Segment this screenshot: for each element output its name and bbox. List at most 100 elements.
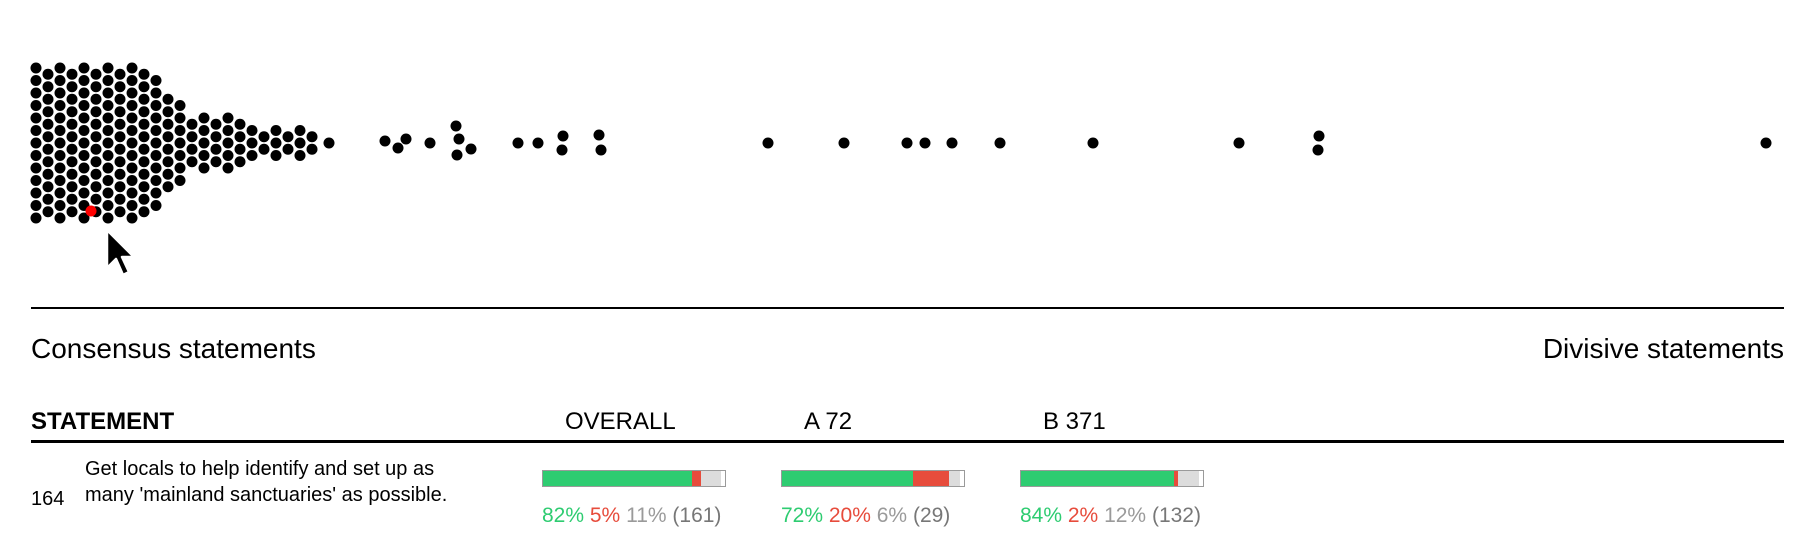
statement-dot[interactable] [174, 112, 186, 124]
statement-dot[interactable] [138, 93, 150, 105]
statement-dot[interactable] [114, 118, 126, 130]
statement-dot[interactable] [198, 162, 210, 174]
statement-dot[interactable] [138, 81, 150, 93]
statement-dot[interactable] [66, 81, 78, 93]
statement-dot[interactable] [42, 106, 54, 118]
statement-dot[interactable] [102, 162, 114, 174]
statement-dot[interactable] [90, 81, 102, 93]
statement-dot[interactable] [78, 137, 90, 149]
statement-dot[interactable] [126, 150, 138, 161]
statement-dot[interactable] [126, 75, 138, 86]
statement-dot[interactable] [126, 112, 138, 124]
statement-dot[interactable] [138, 181, 150, 193]
statement-dot[interactable] [150, 200, 162, 211]
statement-dot[interactable] [210, 131, 222, 143]
statement-dot[interactable] [114, 206, 126, 218]
statement-dot[interactable] [186, 131, 198, 143]
statement-dot[interactable] [66, 143, 78, 155]
statement-dot[interactable] [400, 133, 412, 145]
statement-dot[interactable] [453, 133, 465, 145]
statement-dot[interactable] [114, 131, 126, 143]
statement-dot[interactable] [174, 150, 186, 161]
statement-dot[interactable] [186, 118, 198, 130]
statement-dot[interactable] [30, 112, 42, 124]
statement-dot[interactable] [126, 137, 138, 149]
statement-dot[interactable] [30, 175, 42, 186]
statement-dot[interactable] [138, 106, 150, 118]
statement-dot[interactable] [270, 137, 282, 149]
statement-dot[interactable] [54, 162, 66, 174]
statement-dot[interactable] [379, 135, 391, 147]
statement-dot[interactable] [102, 200, 114, 211]
statement-dot[interactable] [838, 137, 850, 149]
statement-dot[interactable] [512, 137, 524, 149]
statement-dot[interactable] [30, 187, 42, 199]
statement-dot[interactable] [90, 93, 102, 105]
statement-dot[interactable] [162, 106, 174, 118]
statement-dot[interactable] [306, 131, 318, 143]
statement-dot[interactable] [102, 112, 114, 124]
statement-dot[interactable] [150, 87, 162, 99]
statement-dot[interactable] [66, 68, 78, 80]
statement-dot[interactable] [246, 125, 258, 136]
statement-dot[interactable] [150, 137, 162, 149]
statement-dot[interactable] [126, 187, 138, 199]
statement-dot[interactable] [174, 137, 186, 149]
statement-dot[interactable] [66, 118, 78, 130]
statement-dot[interactable] [222, 112, 234, 124]
statement-dot[interactable] [258, 143, 270, 155]
statement-dot[interactable] [90, 131, 102, 143]
statement-dot[interactable] [114, 68, 126, 80]
statement-dot[interactable] [234, 143, 246, 155]
statement-dot[interactable] [126, 162, 138, 174]
statement-dot[interactable] [162, 156, 174, 168]
statement-dot[interactable] [102, 87, 114, 99]
statement-dot[interactable] [1313, 130, 1325, 142]
statement-dot[interactable] [174, 125, 186, 136]
statement-dot[interactable] [54, 137, 66, 149]
statement-dot[interactable] [424, 137, 436, 149]
statement-dot[interactable] [102, 75, 114, 86]
statement-dot[interactable] [162, 93, 174, 105]
statement-dot[interactable] [42, 131, 54, 143]
statement-dot[interactable] [54, 62, 66, 74]
statement-dot[interactable] [54, 200, 66, 211]
statement-dot[interactable] [1312, 144, 1324, 156]
statement-dot[interactable] [42, 143, 54, 155]
statement-dot[interactable] [114, 143, 126, 155]
statement-dot[interactable] [78, 87, 90, 99]
statement-dot[interactable] [198, 125, 210, 136]
statement-dot[interactable] [102, 125, 114, 136]
statement-dot[interactable] [54, 87, 66, 99]
statement-dot[interactable] [162, 143, 174, 155]
statement-dot[interactable] [114, 81, 126, 93]
statement-dot[interactable] [66, 181, 78, 193]
statement-dot[interactable] [556, 144, 568, 156]
statement-dot[interactable] [282, 143, 294, 155]
statement-dot[interactable] [150, 125, 162, 136]
statement-dot[interactable] [198, 112, 210, 124]
statement-dot[interactable] [150, 75, 162, 86]
statement-dot[interactable] [90, 118, 102, 130]
statement-dot[interactable] [138, 168, 150, 180]
statement-dot[interactable] [54, 125, 66, 136]
statement-dot[interactable] [78, 112, 90, 124]
statement-dot[interactable] [1760, 137, 1772, 149]
statement-dot[interactable] [1087, 137, 1099, 149]
statement-dot[interactable] [174, 162, 186, 174]
statement-dot[interactable] [66, 193, 78, 205]
statement-dot[interactable] [258, 131, 270, 143]
statement-dot[interactable] [90, 156, 102, 168]
statement-dot[interactable] [138, 118, 150, 130]
statement-dot[interactable] [1233, 137, 1245, 149]
statement-dot[interactable] [102, 62, 114, 74]
statement-dot[interactable] [222, 150, 234, 161]
statement-dot[interactable] [138, 193, 150, 205]
statement-dot[interactable] [114, 193, 126, 205]
statement-dot[interactable] [162, 181, 174, 193]
statement-dot[interactable] [138, 68, 150, 80]
statement-dot[interactable] [246, 137, 258, 149]
statement-dot[interactable] [557, 130, 569, 142]
statement-dot[interactable] [54, 212, 66, 224]
statement-dot[interactable] [901, 137, 913, 149]
